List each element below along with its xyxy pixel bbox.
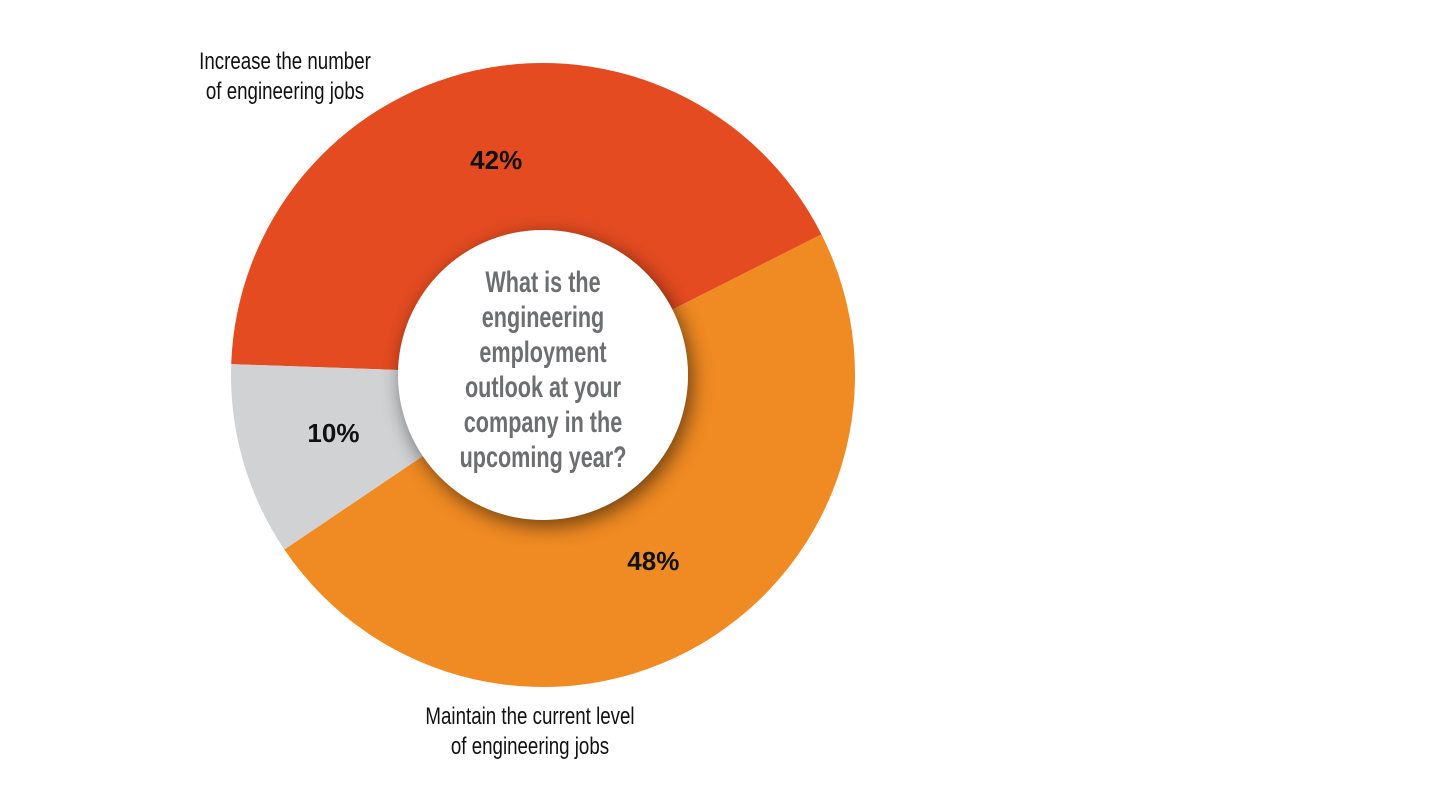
center-hole [398,230,688,520]
value-label: 48% [627,546,679,576]
donut-slice [231,62,822,370]
value-label: 10% [307,418,359,448]
donut-slice [231,364,423,550]
category-label: Increase the number of engineering jobs [199,48,371,105]
value-label: 42% [470,145,522,175]
chart-title: What is the engineering employment outlo… [459,266,627,474]
donut-slice [284,234,856,688]
category-label: Maintain the current level of engineerin… [425,703,635,760]
